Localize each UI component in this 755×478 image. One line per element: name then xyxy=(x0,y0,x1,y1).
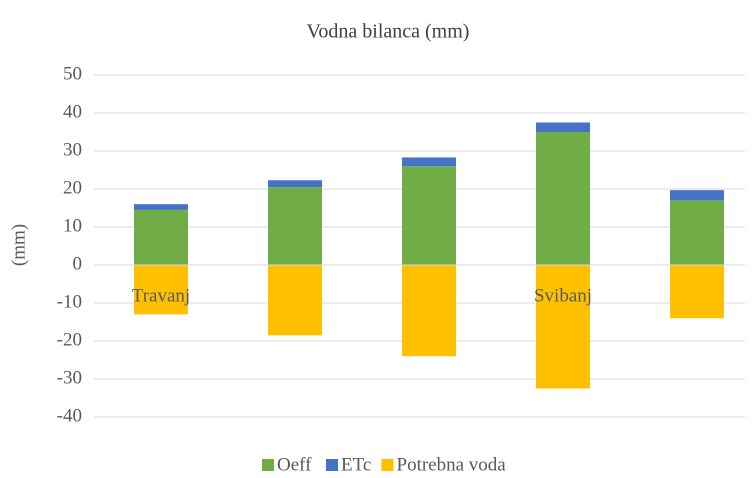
y-tick-label: -40 xyxy=(57,405,82,426)
y-tick-label: 20 xyxy=(63,177,82,198)
bar xyxy=(402,166,456,265)
y-tick-label: 30 xyxy=(63,139,82,160)
bar xyxy=(268,187,322,265)
bar xyxy=(670,190,724,201)
bar xyxy=(536,122,590,132)
bar xyxy=(402,265,456,357)
bar xyxy=(536,132,590,265)
bar xyxy=(134,204,188,210)
y-tick-label: 50 xyxy=(63,63,82,84)
y-tick-label: 10 xyxy=(63,215,82,236)
y-tick-label: -10 xyxy=(57,291,82,312)
y-tick-label: 40 xyxy=(63,101,82,122)
legend-label: ETc xyxy=(341,454,371,475)
y-tick-label: -20 xyxy=(57,329,82,350)
bar xyxy=(402,157,456,167)
chart-title: Vodna bilanca (mm) xyxy=(307,21,470,43)
y-tick-label: 0 xyxy=(73,253,83,274)
legend-swatch xyxy=(381,459,394,471)
y-tick-label: -30 xyxy=(57,367,82,388)
legend-swatch xyxy=(326,459,338,471)
bar xyxy=(670,265,724,319)
bar xyxy=(268,180,322,188)
bar xyxy=(268,265,322,336)
bar xyxy=(134,265,188,315)
y-axis-label: (mm) xyxy=(8,224,29,266)
legend-label: Oeff xyxy=(277,454,312,475)
x-tick-label: Travanj xyxy=(132,285,190,306)
bar xyxy=(134,209,188,265)
x-tick-label: Svibanj xyxy=(534,285,592,306)
legend-label: Potrebna voda xyxy=(397,454,507,475)
legend-swatch xyxy=(262,459,274,471)
bar xyxy=(670,200,724,265)
bar xyxy=(536,265,590,389)
